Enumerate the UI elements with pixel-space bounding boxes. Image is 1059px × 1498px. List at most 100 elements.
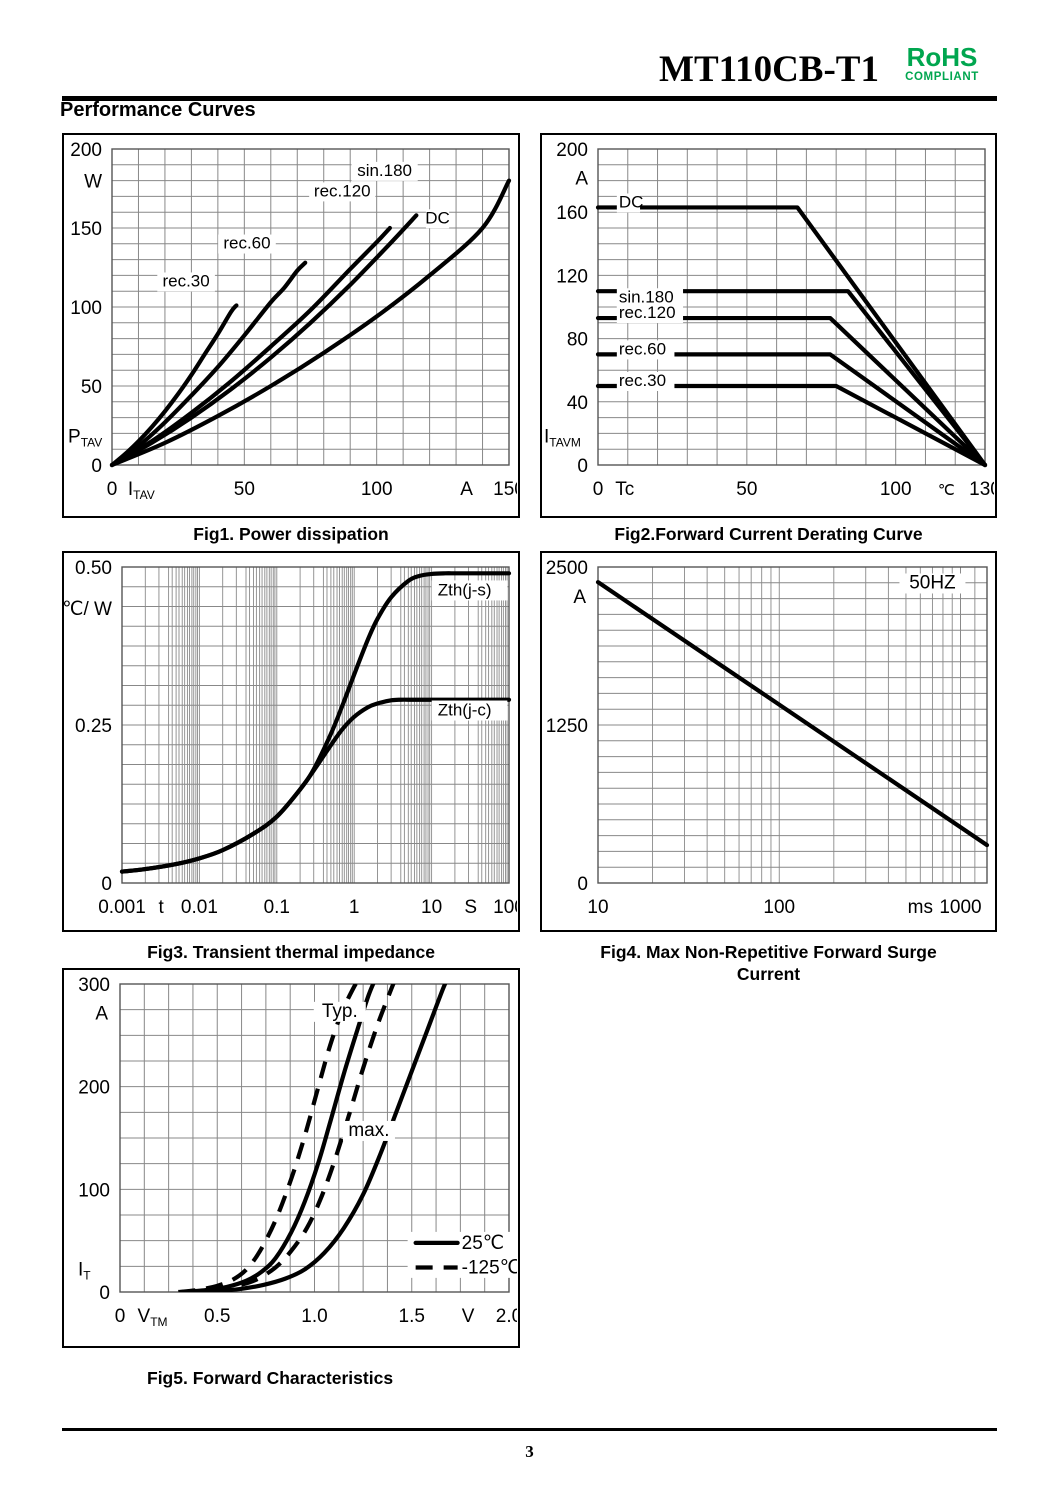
fig5-legend-label-1: -125℃ <box>462 1258 517 1279</box>
fig1-series-label-rec.60: rec.60 <box>223 234 270 253</box>
fig1-x-tick-0: 0 <box>107 479 118 500</box>
fig3-chart: 0 0.25 0.50 ℃/ W 0.001 0.01 0.1 1 10 100 t S Zth(j-s… <box>64 558 517 918</box>
fig1-x-tick-150: 150 <box>493 479 517 500</box>
fig4-annotation-50hz: 50HZ <box>909 572 956 593</box>
fig5-x-unit: V <box>462 1306 475 1327</box>
fig2-series-label-rec.120: rec.120 <box>619 303 676 322</box>
fig2-y-unit: A <box>575 168 588 189</box>
part-number-title: MT110CB-T1 <box>659 49 879 90</box>
fig5-x-tick-1.0: 1.0 <box>301 1306 327 1327</box>
fig2-series-label-rec.60: rec.60 <box>619 339 666 358</box>
fig5-annotation-1: max. <box>348 1120 389 1141</box>
fig5-y-tick-300: 300 <box>78 975 110 996</box>
fig1-series-label-rec.30: rec.30 <box>162 271 209 290</box>
header-divider <box>62 96 997 101</box>
fig1-y-axis-label: PTAV <box>68 427 102 450</box>
fig2-series-label-rec.30: rec.30 <box>619 371 666 390</box>
fig4-x-tick-100: 100 <box>763 897 795 918</box>
fig2-y-tick-80: 80 <box>567 330 588 351</box>
fig4-caption: Fig4. Max Non-Repetitive Forward Surge C… <box>540 941 997 985</box>
fig3-x-tick-0.001: 0.001 <box>98 897 146 918</box>
fig2-y-tick-120: 120 <box>556 266 588 287</box>
fig5-y-tick-100: 100 <box>78 1180 110 1201</box>
fig3-caption: Fig3. Transient thermal impedance <box>147 942 435 962</box>
page-title: Performance Curves <box>60 99 256 121</box>
fig4-x-tick-10: 10 <box>587 897 608 918</box>
fig2-curve-rec.30 <box>595 383 988 468</box>
fig2-y-tick-200: 200 <box>556 140 588 161</box>
fig5-x-axis-label: VTM <box>138 1306 168 1329</box>
fig2-y-tick-40: 40 <box>567 393 588 414</box>
fig1-x-axis-label: ITAV <box>128 479 155 502</box>
fig5-x-tick-1.5: 1.5 <box>399 1306 425 1327</box>
fig4-caption-line1: Fig4. Max Non-Repetitive Forward Surge <box>600 942 937 962</box>
fig2-x-tick-50: 50 <box>736 479 757 500</box>
fig2-x-tick-0: 0 <box>593 479 604 500</box>
fig1-curve-rec.60 <box>109 260 308 468</box>
fig4-y-unit: A <box>573 587 586 608</box>
fig3-x-tick-0.1: 0.1 <box>264 897 290 918</box>
fig1-x-tick-50: 50 <box>234 479 255 500</box>
fig1-curve-rec.120 <box>109 225 392 468</box>
fig5-y-tick-200: 200 <box>78 1078 110 1099</box>
fig3-x-tick-1: 1 <box>349 897 360 918</box>
fig1-caption: Fig1. Power dissipation <box>193 524 389 544</box>
fig2-curve-DC <box>595 205 988 468</box>
rohs-label: RoHS <box>906 42 978 72</box>
fig3-y-tick-0.25: 0.25 <box>75 716 112 737</box>
fig4-panel: 0 1250 2500 A 10 100 1000 ms 50HZ <box>540 551 997 932</box>
fig4-y-tick-1250: 1250 <box>546 716 588 737</box>
fig1-curve-rec.30 <box>109 303 239 468</box>
fig1-x-tick-100: 100 <box>361 479 393 500</box>
fig5-legend-label-0: 25℃ <box>462 1233 504 1254</box>
fig5-x-tick-2.0: 2.0 <box>496 1306 517 1327</box>
fig1-y-tick-50: 50 <box>81 377 102 398</box>
fig2-x-axis-label: Tc <box>615 479 634 500</box>
fig4-chart: 0 1250 2500 A 10 100 1000 ms 50HZ <box>546 558 990 918</box>
fig1-y-tick-150: 150 <box>70 219 102 240</box>
page-header: MT110CB-T1 RoHS COMPLIANT Performance Cu… <box>0 0 1059 121</box>
fig3-x-unit-s: S <box>464 897 477 918</box>
fig3-x-tick-0.01: 0.01 <box>181 897 218 918</box>
fig1-curve-DC <box>109 178 512 468</box>
fig1-y-tick-100: 100 <box>70 298 102 319</box>
fig5-curve-max. 25℃ <box>185 984 448 1292</box>
fig4-x-unit: ms <box>908 897 933 918</box>
fig1-y-tick-0: 0 <box>91 456 102 477</box>
fig4-caption-line2: Current <box>736 964 801 984</box>
fig2-y-axis-label: ITAVM <box>544 427 581 450</box>
fig1-series-label-rec.120: rec.120 <box>314 181 371 200</box>
fig3-series-label-Zth(j-s): Zth(j-s) <box>438 580 492 599</box>
footer-divider <box>62 1428 997 1431</box>
fig2-x-tick-130: 130 <box>969 479 994 500</box>
fig1-x-unit: A <box>460 479 473 500</box>
fig3-panel: 0 0.25 0.50 ℃/ W 0.001 0.01 0.1 1 10 100 t S Zth(j-s… <box>62 551 520 932</box>
fig5-y-tick-0: 0 <box>99 1283 110 1304</box>
fig2-y-tick-160: 160 <box>556 203 588 224</box>
fig1-series-label-DC: DC <box>425 208 450 227</box>
fig5-y-axis-label: IT <box>78 1259 91 1282</box>
fig3-curve-Zth(j-s) <box>119 571 512 874</box>
fig1-y-tick-200: 200 <box>70 140 102 161</box>
fig3-curve-Zth(j-c) <box>119 697 512 874</box>
rohs-compliant-label: COMPLIANT <box>905 71 979 83</box>
fig2-x-unit: ℃ <box>938 482 955 499</box>
fig5-chart: 0 100 200 300 A IT 0 0.5 1.0 1.5 2.0 VTM V Typ. max. 25… <box>78 975 517 1329</box>
page-number: 3 <box>525 1442 534 1461</box>
fig4-x-tick-1000: 1000 <box>939 897 981 918</box>
fig5-y-unit: A <box>95 1004 108 1025</box>
fig3-x-unit-t: t <box>158 897 164 918</box>
fig5-x-tick-0: 0 <box>115 1306 126 1327</box>
fig3-y-unit: ℃/ W <box>64 599 112 620</box>
fig3-x-tick-100: 100 <box>493 897 517 918</box>
fig1-series-label-sin.180: sin.180 <box>357 161 412 180</box>
fig3-series-label-Zth(j-c): Zth(j-c) <box>438 701 492 720</box>
rohs-badge: RoHS COMPLIANT <box>887 44 997 84</box>
fig2-series-label-sin.180: sin.180 <box>619 287 674 306</box>
fig4-curve-50HZ <box>595 580 990 848</box>
fig4-y-tick-0: 0 <box>577 874 588 895</box>
fig3-y-tick-0.50: 0.50 <box>75 558 112 579</box>
